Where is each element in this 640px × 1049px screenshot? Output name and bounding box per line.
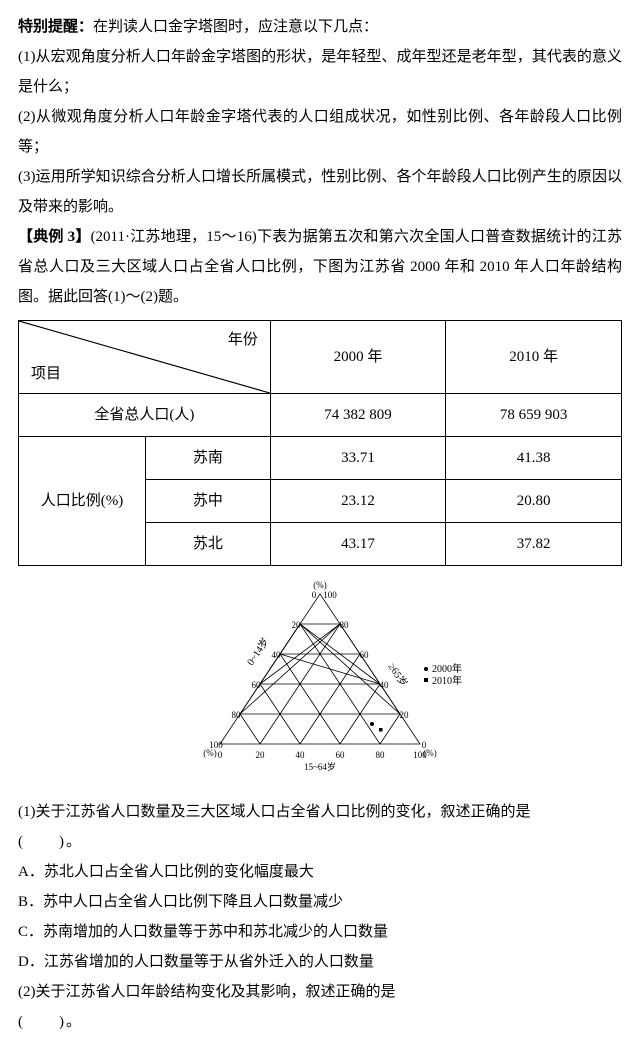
special-reminder: 特别提醒：在判读人口金字塔图时，应注意以下几点： xyxy=(18,12,622,42)
reminder-text: 在判读人口金字塔图时，应注意以下几点： xyxy=(93,19,378,35)
svg-text:40: 40 xyxy=(296,750,306,760)
col-2010: 2010 年 xyxy=(446,321,622,394)
row-total-label: 全省总人口(人) xyxy=(19,394,271,437)
population-table: 年份 项目 2000 年 2010 年 全省总人口(人) 74 382 809 … xyxy=(18,320,622,566)
row-sz-2010: 20.80 xyxy=(446,480,622,523)
svg-text:80: 80 xyxy=(376,750,386,760)
q1-opt-a: A．苏北人口占全省人口比例的变化幅度最大 xyxy=(18,857,622,887)
example-text: (2011·江苏地理，15～16)下表为据第五次和第六次全国人口普查数据统计的江… xyxy=(18,229,622,305)
svg-text:15~64岁: 15~64岁 xyxy=(304,761,336,772)
row-ratio-label: 人口比例(%) xyxy=(19,437,146,566)
svg-text:60: 60 xyxy=(336,750,346,760)
point-3: (3)运用所学知识综合分析人口增长所属模式，性别比例、各个年龄段人口比例产生的原… xyxy=(18,162,622,222)
svg-text:0: 0 xyxy=(312,590,317,600)
svg-text:80: 80 xyxy=(340,620,350,630)
svg-text:60: 60 xyxy=(360,650,370,660)
point-2: (2)从微观角度分析人口年龄金字塔代表的人口组成状况，如性别比例、各年龄段人口比… xyxy=(18,102,622,162)
svg-text:100: 100 xyxy=(413,750,427,760)
q2-stem: (2)关于江苏省人口年龄结构变化及其影响，叙述正确的是 xyxy=(18,977,622,1007)
row-sz-label: 苏中 xyxy=(146,480,271,523)
svg-text:80: 80 xyxy=(232,710,242,720)
q1-blank: ( )。 xyxy=(18,827,622,857)
row-sn-2000: 33.71 xyxy=(270,437,446,480)
diag-header-cell: 年份 项目 xyxy=(19,321,271,394)
q1-opt-b: B．苏中人口占全省人口比例下降且人口数量减少 xyxy=(18,887,622,917)
row-sz-2000: 23.12 xyxy=(270,480,446,523)
svg-text:(%): (%) xyxy=(313,580,327,590)
example-label: 【典例 3】 xyxy=(18,229,91,245)
svg-text:2000年: 2000年 xyxy=(432,662,462,675)
q1-opt-c: C．苏南增加的人口数量等于苏中和苏北减少的人口数量 xyxy=(18,917,622,947)
svg-text:20: 20 xyxy=(400,710,410,720)
q1-options: A．苏北人口占全省人口比例的变化幅度最大 B．苏中人口占全省人口比例下降且人口数… xyxy=(18,857,622,977)
q1-stem: (1)关于江苏省人口数量及三大区域人口占全省人口比例的变化，叙述正确的是 xyxy=(18,797,622,827)
q1-opt-d: D．江苏省增加的人口数量等于从省外迁入的人口数量 xyxy=(18,947,622,977)
row-sb-2000: 43.17 xyxy=(270,523,446,566)
svg-text:0~14岁: 0~14岁 xyxy=(244,635,272,667)
svg-text:20: 20 xyxy=(292,620,302,630)
svg-text:20: 20 xyxy=(256,750,266,760)
svg-text:60: 60 xyxy=(252,680,262,690)
point-1: (1)从宏观角度分析人口年龄金字塔图的形状，是年轻型、成年型还是老年型，其代表的… xyxy=(18,42,622,102)
svg-text:≥65岁: ≥65岁 xyxy=(386,660,411,688)
ternary-chart: (%) 15~64岁 (%)(%) 1000 8020 6040 4060 20… xyxy=(18,574,622,785)
row-sn-label: 苏南 xyxy=(146,437,271,480)
header-item: 项目 xyxy=(31,359,61,389)
example-intro: 【典例 3】(2011·江苏地理，15～16)下表为据第五次和第六次全国人口普查… xyxy=(18,222,622,312)
svg-text:100: 100 xyxy=(323,590,337,600)
row-sn-2010: 41.38 xyxy=(446,437,622,480)
svg-text:40: 40 xyxy=(380,680,390,690)
svg-text:2010年: 2010年 xyxy=(432,674,462,687)
svg-text:0: 0 xyxy=(422,740,427,750)
svg-text:0: 0 xyxy=(218,750,223,760)
q2-blank: ( )。 xyxy=(18,1007,622,1037)
row-sb-label: 苏北 xyxy=(146,523,271,566)
row-total-2010: 78 659 903 xyxy=(446,394,622,437)
header-year: 年份 xyxy=(228,325,258,355)
svg-text:40: 40 xyxy=(272,650,282,660)
reminder-label: 特别提醒： xyxy=(18,19,93,35)
row-sb-2010: 37.82 xyxy=(446,523,622,566)
row-total-2000: 74 382 809 xyxy=(270,394,446,437)
svg-text:100: 100 xyxy=(209,740,223,750)
col-2000: 2000 年 xyxy=(270,321,446,394)
